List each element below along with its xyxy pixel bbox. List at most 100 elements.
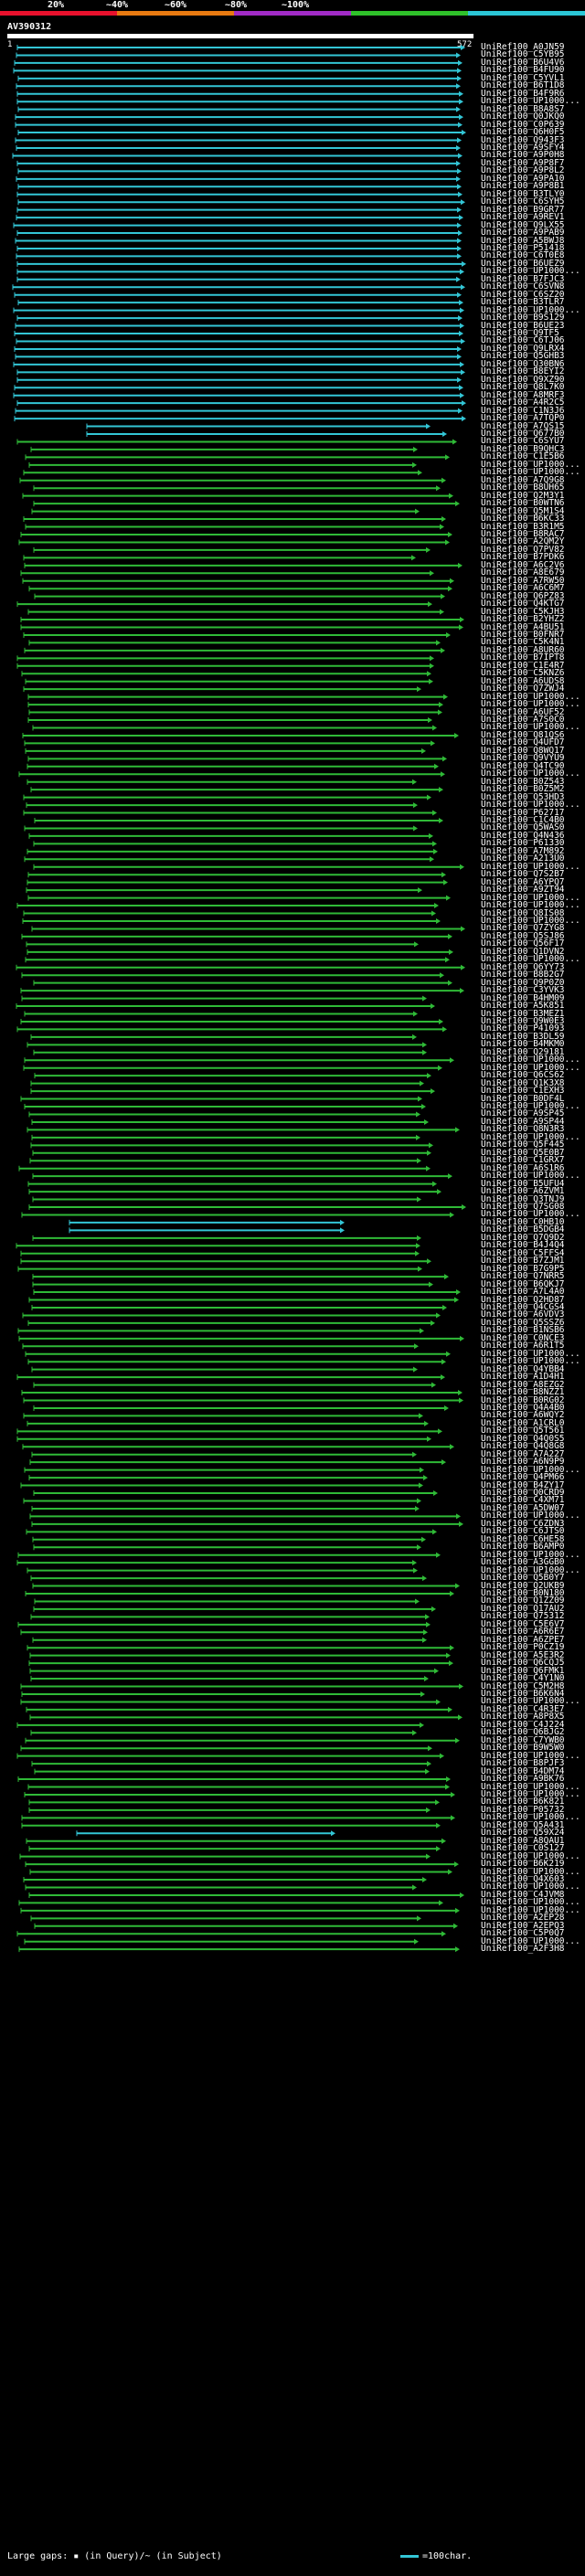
hit-label[interactable]: UniRef100_UP1000...	[481, 691, 580, 702]
hit-label[interactable]: UniRef100_A2EP28	[481, 1913, 565, 1924]
hit-label[interactable]: UniRef100_A2EPQ3	[481, 1920, 565, 1931]
hit-label[interactable]: UniRef100_A9P0H8	[481, 150, 565, 161]
hit-label[interactable]: UniRef100_Q5T561	[481, 1426, 565, 1436]
hit-label[interactable]: UniRef100_A5DW07	[481, 1502, 565, 1513]
hit-label[interactable]: UniRef100_A4BU51	[481, 621, 565, 632]
hit-label[interactable]: UniRef100_Q9VYU9	[481, 753, 565, 764]
hit-label[interactable]: UniRef100_A6ZPE7	[481, 1634, 565, 1645]
hit-label[interactable]: UniRef100_C5E6V7	[481, 1618, 565, 1629]
hit-label[interactable]: UniRef100_A6C6M7	[481, 583, 565, 594]
hit-label[interactable]: UniRef100_UP1000...	[481, 915, 580, 926]
hit-label[interactable]: UniRef100_A6R6E7	[481, 1627, 565, 1638]
hit-label[interactable]: UniRef100_A9P8F7	[481, 157, 565, 168]
hit-label[interactable]: UniRef100_C6JTS0	[481, 1526, 565, 1537]
hit-label[interactable]: UniRef100_C5KJH3	[481, 606, 565, 617]
hit-label[interactable]: UniRef100_C6HE58	[481, 1533, 565, 1544]
hit-label[interactable]: UniRef100_Q5GHB3	[481, 351, 565, 362]
hit-label[interactable]: UniRef100_A7L4A0	[481, 1287, 565, 1298]
hit-label[interactable]: UniRef100_B6K821	[481, 1797, 565, 1807]
hit-label[interactable]: UniRef100_UP1000...	[481, 900, 580, 911]
hit-label[interactable]: UniRef100_UP1000...	[481, 1781, 580, 1792]
hit-label[interactable]: UniRef100_Q0JKQ0	[481, 111, 565, 122]
hit-label[interactable]: UniRef100_Q6PZ83	[481, 590, 565, 601]
hit-label[interactable]: UniRef100_A6WQY2	[481, 1410, 565, 1421]
hit-label[interactable]: UniRef100_Q7S2B7	[481, 869, 565, 880]
hit-label[interactable]: UniRef100_B8UH65	[481, 482, 565, 493]
hit-label[interactable]: UniRef100_B7ZJM1	[481, 1256, 565, 1267]
hit-label[interactable]: UniRef100_C4XM71	[481, 1495, 565, 1506]
hit-label[interactable]: UniRef100_UP1000...	[481, 1209, 580, 1220]
hit-label[interactable]: UniRef100_A6R1T5	[481, 1341, 565, 1352]
hit-label[interactable]: UniRef100_C5KNZ6	[481, 668, 565, 679]
hit-label[interactable]: UniRef100_B0Z5M2	[481, 784, 565, 795]
hit-label[interactable]: UniRef100_Q9LRX4	[481, 343, 565, 354]
hit-label[interactable]: UniRef100_Q4Q0S5	[481, 1433, 565, 1444]
hit-label[interactable]: UniRef100_C5FFS4	[481, 1247, 565, 1258]
hit-label[interactable]: UniRef100_C6TJ06	[481, 335, 565, 346]
hit-label[interactable]: UniRef100_A7RW50	[481, 575, 565, 586]
hit-label[interactable]: UniRef100_Q4N436	[481, 830, 565, 841]
hit-label[interactable]: UniRef100_B0DF4L	[481, 1093, 565, 1104]
hit-label[interactable]: UniRef100_Q4X603	[481, 1874, 565, 1885]
hit-label[interactable]: UniRef100_Q4YBB4	[481, 1363, 565, 1374]
hit-label[interactable]: UniRef100_C6ZDN3	[481, 1518, 565, 1529]
hit-label[interactable]: UniRef100_A5E3R2	[481, 1649, 565, 1660]
hit-label[interactable]: UniRef100_A9SP44	[481, 1116, 565, 1127]
hit-label[interactable]: UniRef100_Q4Q8G8	[481, 1441, 565, 1452]
hit-label[interactable]: UniRef100_P41093	[481, 1023, 565, 1034]
hit-label[interactable]: UniRef100_UP1000...	[481, 266, 580, 277]
hit-label[interactable]: UniRef100_UP1000...	[481, 800, 580, 811]
hit-label[interactable]: UniRef100_UP1000...	[481, 1348, 580, 1359]
hit-label[interactable]: UniRef100_A8P8X5	[481, 1712, 565, 1723]
hit-label[interactable]: UniRef100_B2YHZ2	[481, 614, 565, 625]
hit-label[interactable]: UniRef100_B4F9R6	[481, 88, 565, 99]
hit-label[interactable]: UniRef100_Q59X24	[481, 1828, 565, 1839]
hit-label[interactable]: UniRef100_Q6YY73	[481, 961, 565, 972]
hit-label[interactable]: UniRef100_Q7NRR5	[481, 1271, 565, 1282]
hit-label[interactable]: UniRef100_UP1000...	[481, 1549, 580, 1560]
hit-label[interactable]: UniRef100_P62717	[481, 807, 565, 818]
hit-label[interactable]: UniRef100_UP1000...	[481, 1882, 580, 1892]
hit-label[interactable]: UniRef100_B4DM74	[481, 1765, 565, 1776]
hit-label[interactable]: UniRef100_B6UE23	[481, 320, 565, 331]
hit-label[interactable]: UniRef100_UP1000...	[481, 1935, 580, 1946]
hit-label[interactable]: UniRef100_UP1000...	[481, 954, 580, 965]
hit-label[interactable]: UniRef100_B0N180	[481, 1588, 565, 1598]
hit-label[interactable]: UniRef100_UP1000...	[481, 1062, 580, 1073]
hit-label[interactable]: UniRef100_Q1DVN2	[481, 946, 565, 957]
hit-label[interactable]: UniRef100_B3TLY0	[481, 188, 565, 199]
hit-label[interactable]: UniRef100_C0P639	[481, 119, 565, 130]
hit-label[interactable]: UniRef100_Q5M1S4	[481, 505, 565, 516]
hit-label[interactable]: UniRef100_A8E679	[481, 567, 565, 578]
hit-label[interactable]: UniRef100_B4ZY17	[481, 1479, 565, 1490]
hit-label[interactable]: UniRef100_P51418	[481, 242, 565, 253]
hit-label[interactable]: UniRef100_B1NSB6	[481, 1325, 565, 1336]
hit-label[interactable]: UniRef100_UP1000...	[481, 1171, 580, 1182]
hit-label[interactable]: UniRef100_B5DGB4	[481, 1224, 565, 1235]
hit-label[interactable]: UniRef100_Q8IS08	[481, 907, 565, 918]
hit-label[interactable]: UniRef100_Q6BJG2	[481, 1727, 565, 1738]
hit-label[interactable]: UniRef100_UP1000...	[481, 1464, 580, 1475]
hit-label[interactable]: UniRef100_B8PJF3	[481, 1758, 565, 1769]
hit-label[interactable]: UniRef100_Q7PV82	[481, 544, 565, 555]
hit-label[interactable]: UniRef100_Q53HD3	[481, 791, 565, 802]
hit-label[interactable]: UniRef100_B7IPT8	[481, 652, 565, 663]
hit-label[interactable]: UniRef100_Q4UFD7	[481, 737, 565, 748]
hit-label[interactable]: UniRef100_A6VDV3	[481, 1309, 565, 1320]
hit-label[interactable]: UniRef100_B0RG02	[481, 1394, 565, 1405]
hit-label[interactable]: UniRef100_B0WTN6	[481, 498, 565, 509]
hit-label[interactable]: UniRef100_A2F3H8	[481, 1944, 565, 1955]
hit-label[interactable]: UniRef100_Q7Q9D2	[481, 1232, 565, 1243]
hit-label[interactable]: UniRef100_A7Q9G8	[481, 474, 565, 485]
hit-label[interactable]: UniRef100_C5K4N1	[481, 637, 565, 648]
hit-label[interactable]: UniRef100_UP1000...	[481, 861, 580, 872]
hit-label[interactable]: UniRef100_UP1000...	[481, 1788, 580, 1799]
hit-label[interactable]: UniRef100_Q677B0	[481, 429, 565, 439]
hit-label[interactable]: UniRef100_B5UFU4	[481, 1178, 565, 1189]
hit-label[interactable]: UniRef100_B7FJC3	[481, 273, 565, 284]
hit-label[interactable]: UniRef100_A7S0C0	[481, 715, 565, 726]
hit-label[interactable]: UniRef100_Q81QS6	[481, 729, 565, 740]
hit-label[interactable]: UniRef100_A1CRL0	[481, 1417, 565, 1428]
hit-label[interactable]: UniRef100_Q4A4B0	[481, 1402, 565, 1413]
hit-label[interactable]: UniRef100_Q7SG08	[481, 1202, 565, 1212]
